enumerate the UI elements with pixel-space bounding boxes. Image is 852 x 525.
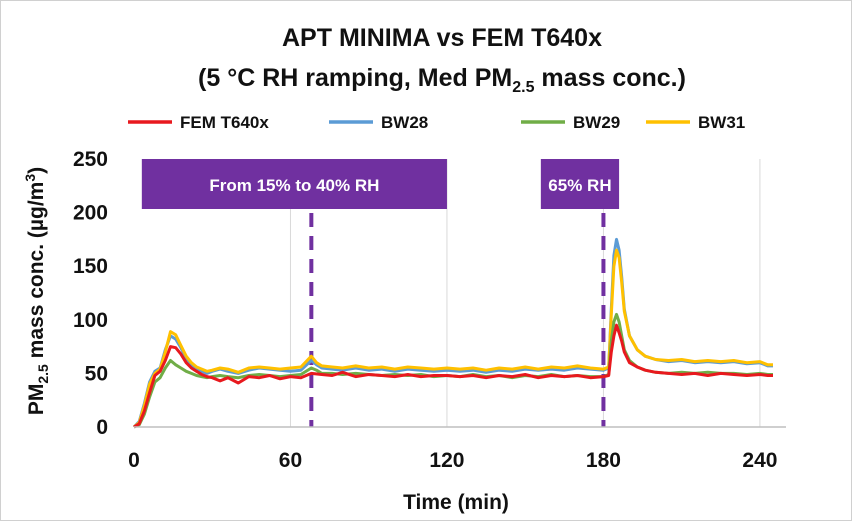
y-axis-label: PM2.5 mass conc. (µg/m3) <box>22 167 51 415</box>
legend: FEM T640x BW28 BW29 BW31 <box>128 113 745 132</box>
annotation-label-2: 65% RH <box>548 176 611 195</box>
y-tick-label-50: 50 <box>85 362 108 385</box>
legend-label-fem-t640x: FEM T640x <box>180 113 269 132</box>
y-tick-label-200: 200 <box>73 202 108 225</box>
x-axis-label: Time (min) <box>403 491 509 514</box>
legend-label-bw28: BW28 <box>381 113 428 132</box>
chart-title-line1: APT MINIMA vs FEM T640x <box>282 24 602 52</box>
ylabel-pre: PM <box>25 384 48 416</box>
x-tick-label-60: 60 <box>279 449 302 472</box>
x-tick-labels: 0 60 120 180 240 <box>128 449 777 472</box>
series-line-bw31 <box>133 248 773 429</box>
title-line2-sub: 2.5 <box>512 79 534 96</box>
x-tick-label-120: 120 <box>429 449 464 472</box>
series-line-bw28 <box>132 237 773 429</box>
ylabel-sub: 2.5 <box>35 364 51 384</box>
y-tick-label-150: 150 <box>73 255 108 278</box>
x-tick-label-240: 240 <box>742 449 777 472</box>
legend-label-bw31: BW31 <box>698 113 745 132</box>
annotation-box-1 <box>141 159 447 209</box>
y-tick-label-250: 250 <box>73 148 108 171</box>
y-tick-labels: 0 50 100 150 200 250 <box>73 148 108 439</box>
annotations: From 15% to 40% RH 65% RH <box>141 159 620 427</box>
ylabel-mid: mass conc. (µg/m <box>25 182 48 365</box>
chart-title-line2: (5 °C RH ramping, Med PM2.5 mass conc.) <box>198 64 686 96</box>
series-line-fem-t640x <box>133 323 773 429</box>
y-tick-label-100: 100 <box>73 309 108 332</box>
x-tick-label-0: 0 <box>128 449 140 472</box>
annotation-label-1: From 15% to 40% RH <box>209 176 379 195</box>
title-line2-pre: (5 °C RH ramping, Med PM <box>198 64 512 92</box>
title-line2-post: mass conc.) <box>534 64 685 92</box>
legend-label-bw29: BW29 <box>573 113 620 132</box>
y-tick-label-0: 0 <box>96 416 108 439</box>
ylabel-sup: 3 <box>22 174 38 182</box>
series-lines <box>132 237 773 429</box>
annotation-box-2 <box>540 159 620 209</box>
x-tick-label-180: 180 <box>586 449 621 472</box>
ylabel-post: ) <box>25 167 48 174</box>
